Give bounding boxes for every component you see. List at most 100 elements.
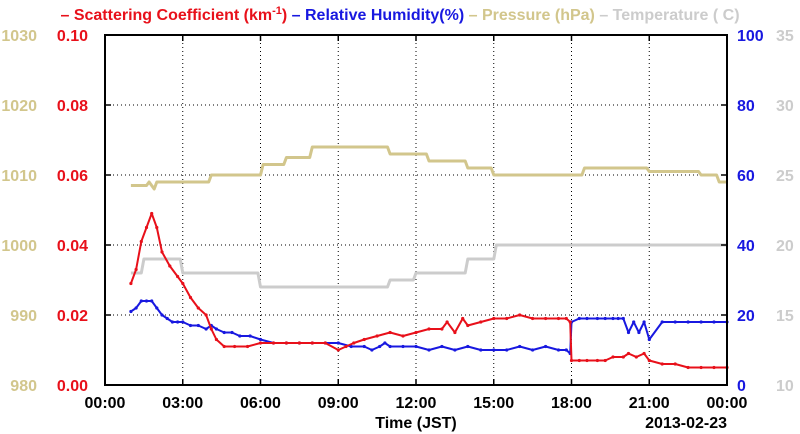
legend-entry-end: C) (718, 7, 739, 24)
series-point-scattering (461, 316, 465, 321)
y-tick-label: 990 (10, 308, 37, 325)
legend-entry: Relative Humidity(%) (305, 7, 464, 24)
legend-marker: – (60, 7, 73, 24)
x-tick-label: 03:00 (162, 395, 203, 412)
series-point-scattering (310, 341, 314, 345)
series-point-scattering (647, 358, 651, 363)
series-point-humidity (564, 348, 568, 352)
series-line-humidity (130, 300, 727, 355)
y-tick-label: 15 (776, 308, 794, 325)
series-point-humidity (616, 316, 620, 321)
series-point-scattering (686, 365, 690, 370)
series-point-humidity (383, 341, 387, 345)
y-tick-label: 1030 (1, 28, 37, 45)
x-tick-label: 00:00 (707, 395, 748, 412)
x-tick-label: 00:00 (85, 395, 126, 412)
series-point-scattering (660, 362, 664, 366)
series-point-scattering (222, 344, 226, 349)
series-point-humidity (129, 309, 133, 314)
series-line-pressure (130, 145, 727, 191)
series-point-humidity (170, 320, 174, 324)
series-point-scattering (699, 365, 703, 370)
y-tick-label: 10 (776, 378, 794, 395)
series-point-scattering (401, 334, 405, 338)
series-point-humidity (196, 323, 200, 328)
y-tick-label: 25 (776, 168, 794, 185)
series-point-humidity (660, 320, 664, 324)
series-point-scattering (585, 358, 589, 363)
y-tick-label: 980 (10, 378, 37, 395)
series-point-humidity (479, 348, 483, 352)
legend-marker: – (464, 7, 482, 24)
series-point-humidity (603, 316, 607, 321)
y-tick-label: 60 (737, 168, 755, 185)
series-point-scattering (176, 274, 180, 279)
x-tick-label: 15:00 (473, 395, 514, 412)
series-point-humidity (556, 348, 561, 352)
series-point-scattering (518, 313, 522, 317)
legend-text: – Scattering Coefficient (km-1) – Relati… (60, 5, 739, 24)
series-point-humidity (165, 316, 169, 321)
y-tick-label: 40 (737, 238, 755, 255)
series-point-humidity (401, 344, 405, 349)
series-point-scattering (129, 281, 133, 286)
series-point-humidity (160, 313, 164, 317)
series-point-humidity (349, 344, 353, 349)
series-point-humidity (632, 320, 636, 324)
series-point-scattering (673, 362, 677, 366)
series-point-humidity (427, 348, 431, 352)
y-tick-label: 0.00 (57, 378, 88, 395)
series-point-scattering (258, 341, 263, 345)
legend-superscript: -1 (272, 5, 282, 17)
series-point-humidity (544, 344, 548, 349)
series-point-scattering (492, 316, 496, 321)
series-point-humidity (230, 330, 234, 335)
series-point-humidity (370, 348, 374, 352)
legend-entry-end: ) (282, 7, 287, 24)
series-point-humidity (621, 316, 625, 321)
series-point-scattering (196, 306, 200, 310)
series-point-humidity (204, 327, 208, 331)
series-point-scattering (414, 330, 418, 335)
series-point-humidity (440, 344, 444, 349)
series-point-humidity (134, 306, 138, 310)
legend-entry: Pressure (hPa) (482, 7, 595, 24)
series-point-humidity (699, 320, 703, 324)
y-tick-label: 20 (776, 238, 794, 255)
x-axis-label: Time (JST) (375, 415, 457, 432)
x-tick-label: 21:00 (629, 395, 670, 412)
series-point-humidity (577, 316, 581, 321)
y-tick-label: 20 (737, 308, 755, 325)
series-point-scattering (352, 341, 356, 345)
legend-marker: – (595, 7, 613, 24)
series-point-scattering (479, 320, 483, 324)
y-tick-label: 0 (737, 378, 746, 395)
series-point-humidity (595, 316, 600, 321)
legend: – Scattering Coefficient (km-1) – Relati… (60, 5, 739, 24)
series-point-scattering (466, 323, 470, 328)
x-tick-label: 18:00 (551, 395, 592, 412)
series-point-scattering (181, 281, 185, 286)
series-point-scattering (214, 337, 218, 342)
series-point-scattering (611, 355, 615, 359)
series-point-humidity (712, 320, 716, 324)
series-point-humidity (150, 299, 154, 303)
y-tick-label: 1010 (1, 168, 37, 185)
series-point-scattering (284, 341, 288, 345)
series-point-scattering (577, 358, 581, 363)
series-point-humidity (144, 299, 149, 303)
series-point-humidity (531, 348, 535, 352)
series-point-scattering (445, 320, 449, 324)
series-point-scattering (388, 330, 392, 335)
series-point-humidity (585, 316, 589, 321)
y-tick-label: 0.08 (57, 98, 88, 115)
y-tick-label: 35 (776, 28, 794, 45)
series-point-scattering (209, 327, 213, 331)
series-point-scattering (595, 358, 600, 363)
series-point-scattering (569, 358, 574, 363)
y-tick-label: 100 (737, 28, 764, 45)
series-point-scattering (362, 337, 366, 342)
series-point-scattering (336, 348, 340, 352)
series-point-humidity (222, 330, 226, 335)
